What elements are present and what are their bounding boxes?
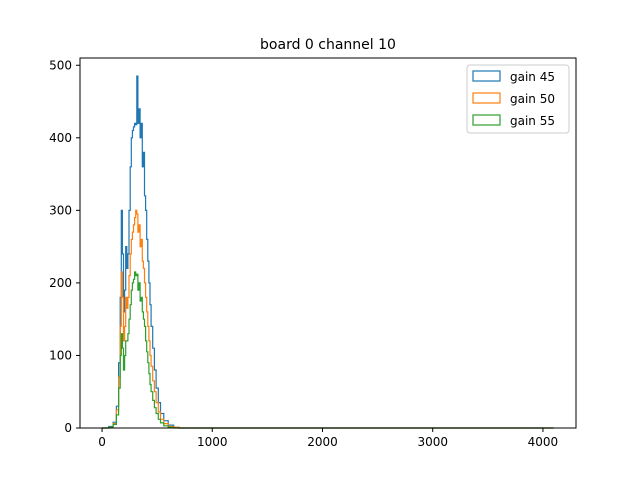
chart-title: board 0 channel 10 [260,37,396,53]
series-line-gain-55 [102,271,554,429]
x-tick-label: 4000 [528,435,559,449]
legend-label: gain 50 [510,92,555,106]
y-tick-label: 400 [49,131,72,145]
x-tick-label: 1000 [197,435,228,449]
x-tick-label: 3000 [417,435,448,449]
legend-swatch [472,114,501,126]
series-line-gain-45 [102,75,554,429]
legend-swatch [472,70,501,82]
y-tick-label: 100 [49,348,72,362]
y-tick-label: 300 [49,203,72,217]
axes-frame [79,57,577,429]
plot-series-group [102,75,554,429]
x-axis: 0 1000 2000 3000 4000 [98,428,558,449]
legend-swatch [472,92,501,104]
y-tick-label: 200 [49,276,72,290]
legend-label: gain 45 [510,70,555,84]
x-tick-label: 2000 [307,435,338,449]
series-line-gain-50 [102,209,554,429]
y-tick-label: 0 [64,421,72,435]
x-tick-label: 0 [98,435,106,449]
legend: gain 45 gain 50 gain 55 [466,64,570,134]
legend-label: gain 55 [510,114,555,128]
legend-box [466,64,570,134]
y-axis: 0 100 200 300 400 500 [49,58,80,435]
y-tick-label: 500 [49,58,72,72]
